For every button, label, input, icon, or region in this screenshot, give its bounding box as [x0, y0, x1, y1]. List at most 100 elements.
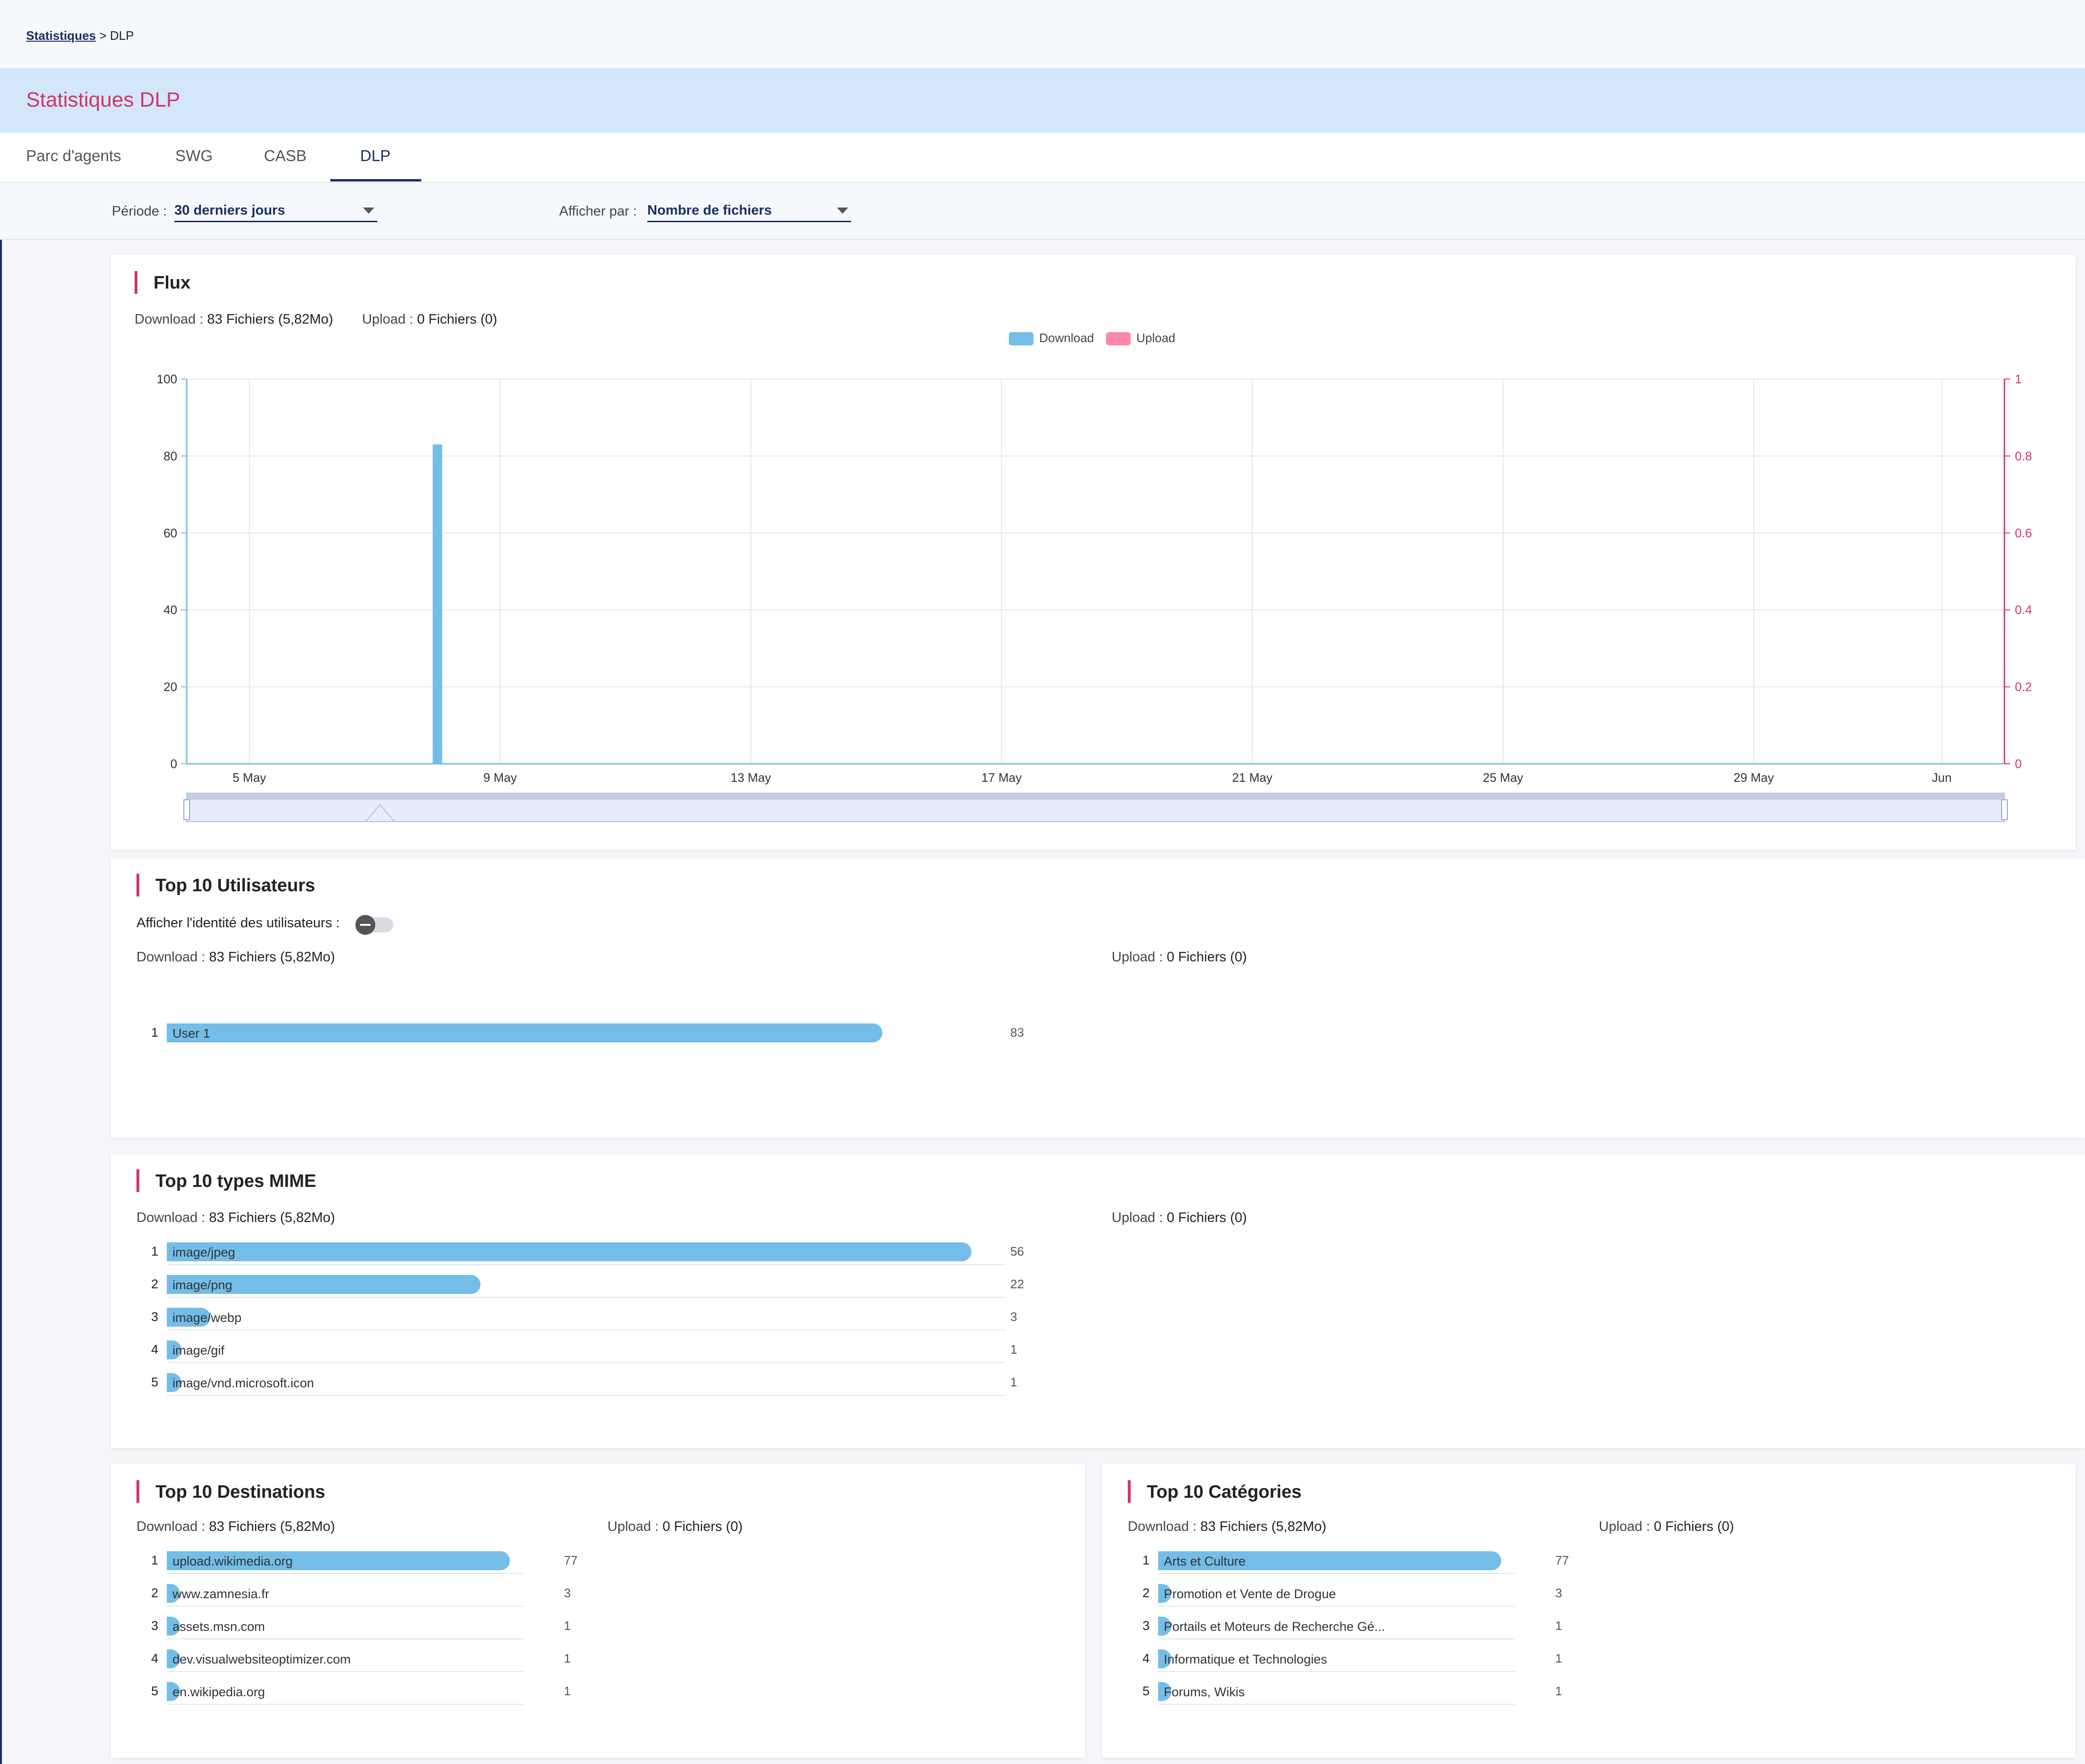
list-item-track: upload.wikimedia.org	[167, 1548, 523, 1574]
tab-swg[interactable]: SWG	[175, 147, 213, 164]
users-upload-stat: Upload : 0 Fichiers (0)	[1112, 950, 1247, 965]
list-item-rank: 4	[151, 1651, 158, 1665]
list-item[interactable]: 1 image/jpeg 56	[139, 1236, 1039, 1268]
breadcrumb-separator: >	[99, 28, 107, 43]
users-download-label: Download :	[136, 950, 206, 965]
breadcrumb-link-statistiques[interactable]: Statistiques	[26, 28, 96, 43]
list-item-rank: 5	[151, 1684, 158, 1698]
list-item-value: 1	[1010, 1375, 1017, 1389]
list-item-value: 1	[1555, 1619, 1562, 1633]
identity-toggle-label: Afficher l'identité des utilisateurs :	[136, 915, 340, 931]
list-item[interactable]: 2 www.zamnesia.fr 3	[139, 1577, 592, 1610]
list-item-rank: 1	[151, 1553, 158, 1567]
tab-casb[interactable]: CASB	[264, 147, 307, 164]
list-item[interactable]: 5 en.wikipedia.org 1	[139, 1675, 592, 1708]
list-item-rank: 4	[1142, 1651, 1150, 1665]
list-item-value: 1	[564, 1684, 571, 1698]
dest-download-stat: Download : 83 Fichiers (5,82Mo)	[136, 1519, 335, 1535]
list-item[interactable]: 2 Promotion et Vente de Drogue 3	[1131, 1577, 1584, 1610]
list-item[interactable]: 3 image/webp 3	[139, 1301, 1039, 1333]
list-item-label: image/jpeg	[172, 1245, 236, 1259]
y-right-tick-label: 0	[2015, 757, 2022, 771]
x-tick-label: 5 May	[233, 770, 266, 785]
chart-bar	[433, 444, 443, 764]
list-item[interactable]: 5 image/vnd.microsoft.icon 1	[139, 1366, 1039, 1399]
list-item-bar	[1158, 1551, 1501, 1570]
list-item-value: 22	[1010, 1277, 1024, 1291]
list-item-label: image/webp	[172, 1311, 242, 1325]
x-tick-label: 25 May	[1483, 770, 1523, 785]
list-item-value: 1	[564, 1619, 571, 1633]
dest-upload-value: 0 Fichiers (0)	[662, 1519, 743, 1534]
list-item-track: image/webp	[167, 1305, 1006, 1330]
chart-zoom-slider[interactable]	[183, 793, 2008, 822]
flux-title: Flux	[134, 271, 191, 294]
top-categories-title: Top 10 Catégories	[1128, 1480, 1302, 1503]
list-item-track: image/gif	[167, 1338, 1006, 1363]
list-item-value: 77	[564, 1553, 578, 1567]
x-tick-label: 21 May	[1232, 770, 1272, 785]
top-destinations-card: Top 10 Destinations Download : 83 Fichie…	[111, 1464, 1085, 1758]
display-select[interactable]: Nombre de fichiers	[647, 201, 851, 222]
list-item-value: 56	[1010, 1244, 1024, 1258]
legend-upload[interactable]: Upload	[1106, 331, 1175, 346]
zoom-handle-right[interactable]	[2001, 799, 2008, 820]
tab-dlp[interactable]: DLP	[360, 147, 391, 164]
list-item[interactable]: 1 Arts et Culture 77	[1131, 1545, 1584, 1577]
dest-download-value: 83 Fichiers (5,82Mo)	[209, 1519, 335, 1534]
list-item-bar	[167, 1242, 971, 1261]
list-item-rank: 2	[151, 1586, 158, 1600]
list-item[interactable]: 4 dev.visualwebsiteoptimizer.com 1	[139, 1643, 592, 1675]
top-destinations-title: Top 10 Destinations	[136, 1480, 326, 1503]
list-item[interactable]: 3 assets.msn.com 1	[139, 1610, 592, 1642]
toggle-knob	[355, 915, 375, 935]
list-item-bar	[167, 1373, 181, 1392]
list-item-label: Promotion et Vente de Drogue	[1164, 1587, 1336, 1601]
list-item-rank: 2	[151, 1277, 158, 1291]
chart-bars	[433, 444, 443, 764]
x-tick-label: 17 May	[981, 770, 1022, 785]
flux-download-value: 83 Fichiers (5,82Mo)	[207, 312, 334, 327]
list-item[interactable]: 1 User 1 83	[139, 1017, 1039, 1049]
list-item[interactable]: 4 image/gif 1	[139, 1334, 1039, 1366]
list-item[interactable]: 3 Portails et Moteurs de Recherche Gé... 1	[1131, 1610, 1584, 1642]
top-mime-card: Top 10 types MIME Download : 83 Fichiers…	[111, 1154, 2085, 1448]
dest-upload-stat: Upload : 0 Fichiers (0)	[607, 1519, 743, 1535]
list-item[interactable]: 2 image/png 22	[139, 1268, 1039, 1301]
cat-upload-value: 0 Fichiers (0)	[1654, 1519, 1734, 1534]
list-item-bar	[167, 1275, 480, 1294]
list-item-label: Arts et Culture	[1164, 1554, 1246, 1568]
period-label: Période :	[112, 204, 167, 219]
flux-upload-stat: Upload : 0 Fichiers (0)	[362, 312, 497, 327]
y-left-tick-label: 60	[163, 526, 177, 540]
breadcrumb-current: DLP	[110, 28, 134, 43]
identity-toggle[interactable]	[355, 915, 393, 935]
legend-download[interactable]: Download	[1009, 331, 1094, 346]
y-right-tick-label: 0.4	[2015, 603, 2032, 617]
list-item-label: assets.msn.com	[172, 1619, 265, 1634]
list-item-track: assets.msn.com	[167, 1614, 523, 1639]
chevron-down-icon	[363, 208, 374, 214]
x-tick-label: Jun	[1932, 770, 1952, 785]
y-left-tick-label: 0	[171, 757, 177, 771]
list-item-rank: 5	[151, 1375, 158, 1389]
list-item-rank: 1	[151, 1025, 158, 1040]
list-item-label: User 1	[172, 1026, 210, 1040]
x-tick-label: 13 May	[731, 770, 771, 785]
display-label: Afficher par :	[559, 204, 637, 219]
list-item-label: upload.wikimedia.org	[172, 1554, 293, 1568]
y-right-tick-label: 0.2	[2015, 680, 2032, 694]
list-item-track: image/vnd.microsoft.icon	[167, 1370, 1006, 1396]
list-item[interactable]: 1 upload.wikimedia.org 77	[139, 1545, 592, 1577]
tab-parc-agents[interactable]: Parc d'agents	[26, 147, 121, 164]
flux-download-stat: Download : 83 Fichiers (5,82Mo)	[135, 312, 333, 327]
list-item-label: en.wikipedia.org	[172, 1685, 265, 1699]
users-download-value: 83 Fichiers (5,82Mo)	[209, 950, 335, 965]
list-item-track: Arts et Culture	[1158, 1548, 1514, 1574]
zoom-handle-left[interactable]	[183, 799, 190, 820]
list-item[interactable]: 5 Forums, Wikis 1	[1131, 1675, 1584, 1708]
users-upload-label: Upload :	[1112, 950, 1163, 965]
list-item-bar	[167, 1340, 181, 1359]
list-item[interactable]: 4 Informatique et Technologies 1	[1131, 1643, 1584, 1675]
period-select[interactable]: 30 derniers jours	[174, 201, 377, 222]
